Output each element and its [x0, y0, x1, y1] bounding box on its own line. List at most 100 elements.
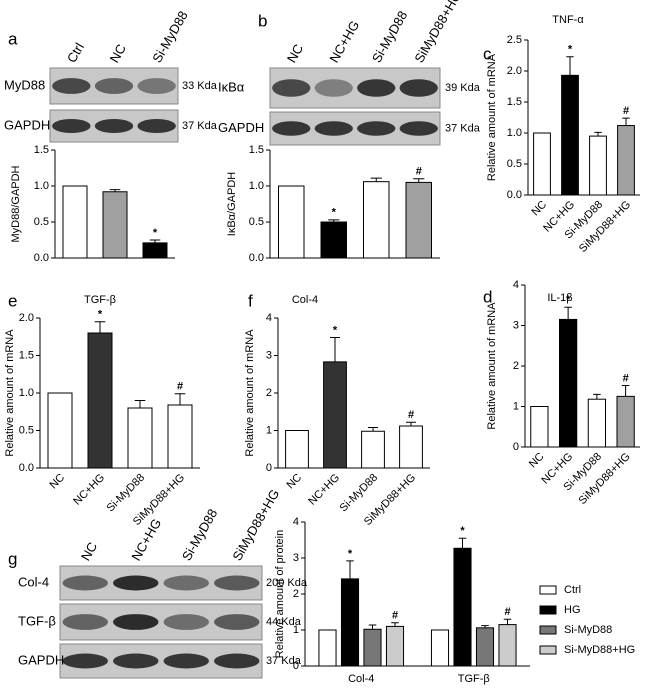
significance: #: [623, 105, 629, 117]
bar: [47, 392, 73, 469]
protein-label: TGF-β: [18, 613, 56, 628]
blot-band: [314, 121, 353, 136]
x-tick-label: SiMyD88+HG: [577, 451, 633, 507]
y-tick-label: 1: [293, 624, 299, 636]
bar: [533, 132, 551, 196]
significance: *: [332, 207, 337, 219]
bar: [340, 578, 360, 667]
y-tick-label: 3: [293, 552, 299, 564]
bar: [323, 361, 347, 469]
y-tick-label: 3: [513, 319, 519, 331]
y-tick-label: 4: [513, 279, 519, 291]
protein-label: IκBα: [218, 79, 245, 94]
y-tick-label: 0.0: [34, 252, 49, 264]
y-tick-label: 1.5: [507, 96, 522, 108]
bar: [616, 395, 635, 448]
lane-label: Si-MyD88: [179, 506, 221, 563]
bar: [405, 181, 432, 259]
blot-band: [314, 79, 353, 97]
legend-label: Ctrl: [564, 584, 581, 596]
lane-label: NC+HG: [326, 18, 362, 65]
error-bar: [594, 131, 602, 137]
blot-band: [399, 121, 438, 136]
y-axis-label: IκBα/GAPDH: [226, 172, 238, 236]
significance: *: [566, 294, 571, 306]
bar: [559, 318, 578, 448]
error-bar: [391, 622, 399, 627]
x-tick-label: NC: [527, 451, 547, 471]
y-tick-label: 2: [293, 588, 299, 600]
y-tick-label: 0.5: [19, 424, 34, 436]
panel-letter: e: [8, 291, 17, 310]
error-bar: [109, 189, 121, 192]
bar: [617, 125, 635, 196]
bar: [430, 629, 450, 667]
y-tick-label: 0: [266, 462, 272, 474]
significance: *: [348, 548, 353, 560]
chart-title: TGF-β: [84, 294, 116, 306]
size-label: 37 Kda: [266, 655, 302, 667]
bar: [498, 624, 517, 667]
y-axis-label: Relative amount of mRNA: [486, 53, 498, 181]
blot-band: [357, 79, 396, 97]
blot-band: [214, 575, 260, 591]
y-tick-label: 4: [266, 312, 272, 324]
error-bar: [566, 56, 574, 76]
blot-band: [214, 614, 260, 630]
size-label: 37 Kda: [445, 122, 481, 134]
y-tick-label: 2.0: [19, 312, 34, 324]
bar: [530, 406, 549, 448]
significance: *: [98, 309, 103, 321]
protein-label: GAPDH: [4, 117, 50, 132]
size-label: 33 Kda: [182, 80, 218, 92]
protein-label: Col-4: [18, 574, 49, 589]
x-tick-label: Col-4: [348, 673, 374, 685]
blot-band: [137, 118, 176, 134]
y-tick-label: 0.5: [34, 216, 49, 228]
y-tick-label: 0.5: [249, 216, 264, 228]
significance: *: [333, 324, 338, 336]
y-axis-label: Relative amount of protein: [274, 530, 286, 658]
y-axis-label: Relative amount of mRNA: [244, 329, 256, 457]
error-bar: [367, 427, 379, 432]
y-tick-label: 1.0: [507, 127, 522, 139]
significance: *: [568, 44, 573, 56]
bar: [62, 185, 88, 259]
error-bar: [503, 618, 512, 625]
blot-band: [52, 118, 91, 134]
blot-band: [163, 614, 209, 630]
legend-label: Si-MyD88: [564, 624, 612, 636]
y-tick-label: 1.5: [249, 144, 264, 156]
panel-letter: a: [8, 29, 18, 48]
significance: #: [623, 372, 629, 384]
blot-band: [163, 575, 209, 591]
y-tick-label: 0.0: [507, 189, 522, 201]
y-tick-label: 1.0: [34, 180, 49, 192]
bar: [142, 242, 168, 259]
size-label: 200 Kda: [266, 577, 308, 589]
bar: [102, 191, 128, 259]
panel-letter: b: [258, 11, 267, 30]
panel-letter: d: [483, 287, 492, 306]
significance: #: [177, 381, 183, 393]
blot-band: [399, 79, 438, 97]
lane-label: Ctrl: [64, 40, 87, 65]
bar: [320, 221, 347, 259]
size-label: 37 Kda: [182, 120, 218, 132]
legend-swatch: [539, 645, 557, 655]
error-bar: [329, 337, 341, 362]
error-bar: [458, 537, 467, 549]
legend-label: Si-MyD88+HG: [564, 644, 635, 656]
error-bar: [346, 560, 354, 579]
x-tick-label: NC: [47, 472, 67, 492]
y-tick-label: 0.0: [19, 462, 34, 474]
significance: #: [408, 409, 414, 421]
y-tick-label: 1.5: [19, 349, 34, 361]
legend-label: HG: [564, 604, 581, 616]
lane-label: Si-MyD88: [369, 8, 411, 65]
chart-title: IL-1β: [547, 292, 572, 304]
y-tick-label: 0.5: [507, 158, 522, 170]
bar: [589, 135, 607, 196]
bar: [167, 404, 193, 469]
